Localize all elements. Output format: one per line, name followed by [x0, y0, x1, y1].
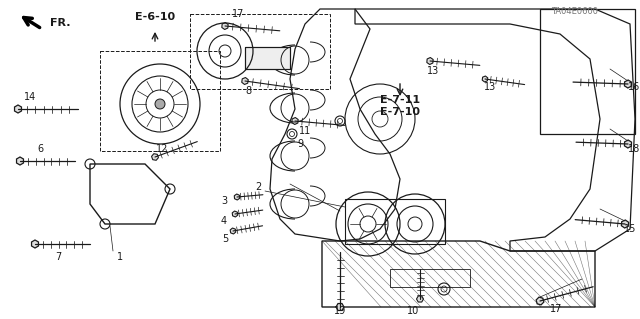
Text: 17: 17 [232, 9, 244, 19]
Text: 15: 15 [624, 224, 636, 234]
Polygon shape [15, 105, 22, 113]
Text: 9: 9 [297, 139, 303, 149]
Circle shape [155, 99, 165, 109]
Text: 2: 2 [255, 182, 261, 192]
Polygon shape [234, 194, 240, 200]
Polygon shape [625, 140, 632, 148]
Text: 13: 13 [427, 66, 439, 76]
Polygon shape [336, 304, 344, 310]
Polygon shape [625, 80, 632, 88]
Polygon shape [417, 296, 424, 302]
Text: 4: 4 [221, 216, 227, 226]
Text: 16: 16 [628, 82, 640, 92]
Polygon shape [427, 57, 433, 64]
Text: 14: 14 [24, 92, 36, 102]
Text: 5: 5 [222, 234, 228, 244]
Text: E-7-11: E-7-11 [380, 95, 420, 105]
Text: E-6-10: E-6-10 [135, 12, 175, 22]
Bar [190, 14, 330, 89]
Polygon shape [232, 211, 238, 217]
Text: E-7-10: E-7-10 [380, 107, 420, 117]
Text: 10: 10 [407, 306, 419, 316]
Bar [245, 47, 290, 69]
Polygon shape [31, 240, 38, 248]
Polygon shape [536, 297, 544, 305]
Text: 1: 1 [117, 252, 123, 262]
Bar [390, 269, 470, 287]
Polygon shape [222, 23, 228, 29]
Polygon shape [621, 220, 628, 228]
Text: FR.: FR. [50, 18, 70, 28]
Text: 19: 19 [334, 306, 346, 316]
Text: 17: 17 [550, 304, 562, 314]
Text: 13: 13 [484, 82, 496, 92]
Text: 6: 6 [37, 144, 43, 154]
Text: 3: 3 [221, 196, 227, 206]
Text: 8: 8 [245, 86, 251, 96]
Text: 7: 7 [55, 252, 61, 262]
Text: TA04E0600: TA04E0600 [552, 6, 598, 16]
Bar [245, 47, 290, 69]
Polygon shape [242, 78, 248, 85]
Polygon shape [482, 76, 488, 82]
Text: 18: 18 [628, 144, 640, 154]
Bar [100, 51, 220, 151]
Text: 12: 12 [156, 144, 168, 154]
Text: 11: 11 [299, 126, 311, 136]
Polygon shape [230, 228, 236, 234]
Polygon shape [17, 157, 24, 165]
Polygon shape [152, 154, 159, 160]
Polygon shape [292, 117, 298, 124]
